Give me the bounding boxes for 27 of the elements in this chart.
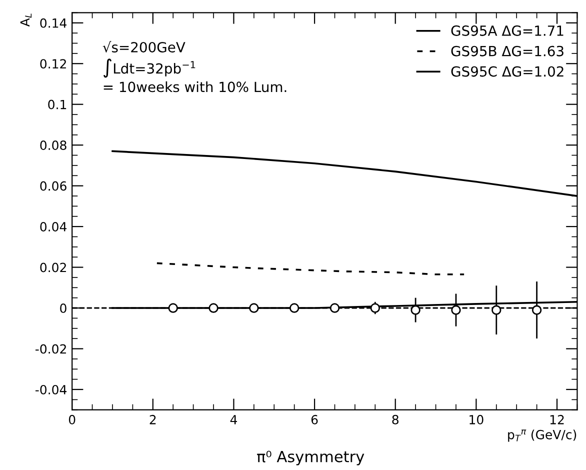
y-tick-label: 0.1 xyxy=(48,100,66,110)
y-tick-label: 0.08 xyxy=(40,140,66,150)
x-tick-label: 12 xyxy=(550,414,564,424)
y-tick-label: 0.12 xyxy=(40,59,66,69)
text: π⁰ Asymmetry xyxy=(257,450,364,466)
legend-label: GS95A ΔG=1.71 xyxy=(451,25,564,36)
legend-label: GS95B ΔG=1.63 xyxy=(451,46,564,56)
y-tick-label: 0.14 xyxy=(40,18,67,28)
x-tick-label: 4 xyxy=(230,415,237,424)
x-tick-label: 2 xyxy=(150,414,156,424)
x-tick-label: 6 xyxy=(311,414,318,424)
annotation: ∫Ldt=32pb$^{−1}$ xyxy=(104,58,196,78)
annotation: √s=200GeV xyxy=(102,41,186,53)
legend-label: GS95C ΔG=1.02 xyxy=(451,66,564,77)
x-tick-label: 10 xyxy=(470,414,484,424)
y-tick-label: 0 xyxy=(60,303,66,313)
y-tick-label: 0.04 xyxy=(40,222,67,232)
x-tick-label: 0 xyxy=(68,414,76,424)
y-tick-label: 0.06 xyxy=(40,181,66,191)
annotation: = 10weeks with 10% Lum. xyxy=(104,81,286,92)
y-tick-label: -0.04 xyxy=(35,384,67,394)
line-series xyxy=(156,262,465,276)
y-axis-title: A$_{L}$ xyxy=(20,14,32,27)
y-tick-label: -0.02 xyxy=(35,344,66,354)
x-tick-label: 8 xyxy=(392,414,398,424)
x-axis-title: p$_{T}$$^{π}$ (GeV/c) xyxy=(508,430,576,442)
y-tick-label: 0.02 xyxy=(40,262,66,272)
